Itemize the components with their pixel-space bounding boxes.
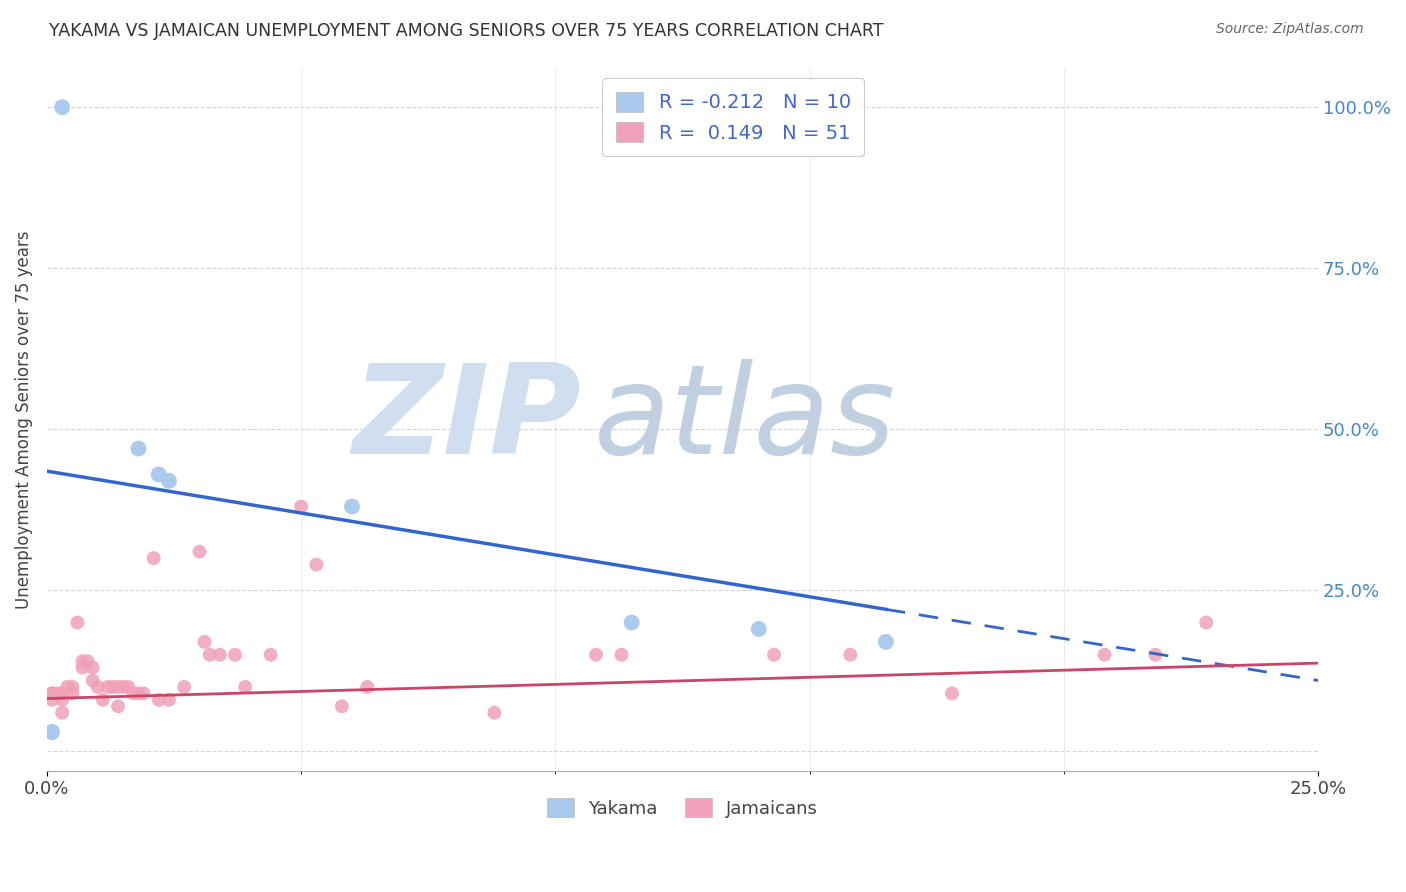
Point bbox=[60, 686, 83, 700]
Point bbox=[41, 686, 63, 700]
Point bbox=[132, 686, 155, 700]
Text: YAKAMA VS JAMAICAN UNEMPLOYMENT AMONG SENIORS OVER 75 YEARS CORRELATION CHART: YAKAMA VS JAMAICAN UNEMPLOYMENT AMONG SE… bbox=[49, 22, 884, 40]
Point bbox=[330, 699, 353, 714]
Point bbox=[142, 551, 165, 566]
Y-axis label: Unemployment Among Seniors over 75 years: Unemployment Among Seniors over 75 years bbox=[15, 230, 32, 609]
Point bbox=[127, 442, 149, 456]
Point bbox=[117, 680, 139, 694]
Point bbox=[41, 725, 63, 739]
Point bbox=[51, 706, 73, 720]
Point bbox=[82, 660, 104, 674]
Point bbox=[107, 699, 129, 714]
Point bbox=[51, 100, 73, 114]
Point bbox=[208, 648, 231, 662]
Point bbox=[76, 654, 98, 668]
Point bbox=[72, 654, 94, 668]
Point bbox=[356, 680, 378, 694]
Point bbox=[198, 648, 221, 662]
Point bbox=[112, 680, 135, 694]
Point bbox=[51, 686, 73, 700]
Point bbox=[51, 693, 73, 707]
Point bbox=[259, 648, 281, 662]
Point bbox=[748, 622, 770, 636]
Text: atlas: atlas bbox=[593, 359, 896, 480]
Point bbox=[97, 680, 120, 694]
Point bbox=[1094, 648, 1116, 662]
Point bbox=[41, 686, 63, 700]
Point bbox=[839, 648, 862, 662]
Point bbox=[875, 635, 897, 649]
Point bbox=[122, 686, 145, 700]
Point bbox=[148, 693, 170, 707]
Point bbox=[233, 680, 256, 694]
Point bbox=[60, 680, 83, 694]
Point bbox=[941, 686, 963, 700]
Point bbox=[290, 500, 312, 514]
Point bbox=[157, 693, 180, 707]
Point bbox=[107, 680, 129, 694]
Point bbox=[193, 635, 215, 649]
Text: Source: ZipAtlas.com: Source: ZipAtlas.com bbox=[1216, 22, 1364, 37]
Point bbox=[157, 474, 180, 488]
Point bbox=[305, 558, 328, 572]
Point bbox=[1144, 648, 1167, 662]
Point bbox=[41, 725, 63, 739]
Point bbox=[620, 615, 643, 630]
Point bbox=[56, 680, 79, 694]
Point bbox=[91, 693, 114, 707]
Point bbox=[763, 648, 786, 662]
Point bbox=[66, 615, 89, 630]
Point bbox=[72, 660, 94, 674]
Point bbox=[101, 680, 124, 694]
Point bbox=[610, 648, 633, 662]
Point bbox=[46, 686, 69, 700]
Point bbox=[41, 693, 63, 707]
Point bbox=[340, 500, 363, 514]
Point bbox=[127, 686, 149, 700]
Point bbox=[585, 648, 607, 662]
Point bbox=[1195, 615, 1218, 630]
Legend: Yakama, Jamaicans: Yakama, Jamaicans bbox=[540, 791, 825, 825]
Point bbox=[87, 680, 110, 694]
Point bbox=[82, 673, 104, 688]
Point bbox=[148, 467, 170, 482]
Point bbox=[484, 706, 506, 720]
Point bbox=[173, 680, 195, 694]
Point bbox=[224, 648, 246, 662]
Point bbox=[188, 544, 211, 558]
Text: ZIP: ZIP bbox=[352, 359, 581, 480]
